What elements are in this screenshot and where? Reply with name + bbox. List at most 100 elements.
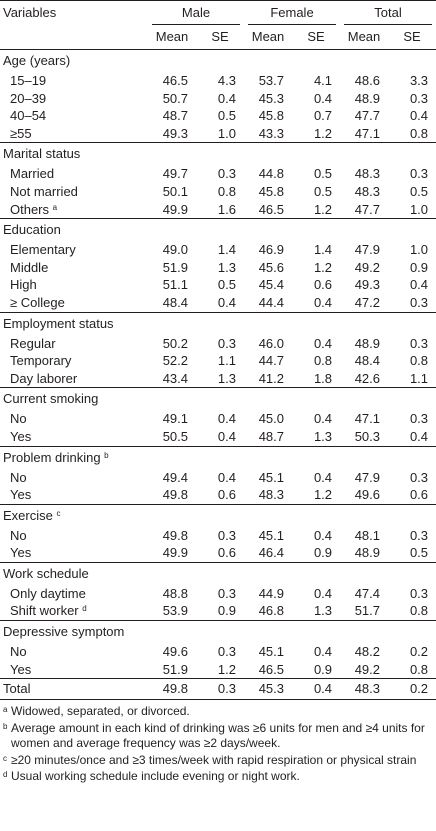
female-mean-cell: 45.0 — [258, 411, 284, 427]
male-mean-cell: 53.9 — [162, 603, 188, 619]
table-body: Age (years) 15–19 46.5 4.3 53.7 4.1 48.6 3.3 20–… — [0, 50, 436, 679]
male-se-cell: 4.3 — [217, 73, 236, 88]
female-se-cell: 1.3 — [313, 428, 333, 444]
female-se-cell: 0.4 — [313, 294, 333, 310]
total-mean-cell: 48.9 — [354, 545, 381, 561]
female-se-cell: 0.6 — [313, 277, 333, 293]
total-se-cell: 0.8 — [409, 603, 429, 619]
row-label: ≥55 — [10, 125, 32, 141]
male-mean-cell: 49.8 — [162, 487, 188, 503]
total-se-cell: 0.2 — [409, 644, 429, 660]
female-mean-cell: 45.1 — [258, 469, 284, 485]
female-se-cell: 0.9 — [313, 661, 333, 677]
female-se-cell: 0.5 — [313, 166, 333, 182]
total-se-cell: 0.3 — [409, 585, 429, 601]
male-se-header: SE — [196, 25, 244, 50]
row-label: Day laborer — [10, 370, 78, 386]
total-total-se: 0.2 — [388, 678, 436, 701]
row-label: Married — [10, 166, 55, 182]
female-mean-cell: 44.7 — [258, 353, 284, 369]
female-mean-cell: 53.7 — [258, 73, 284, 88]
table-row: Not married 50.1 0.8 45.8 0.5 48.3 0.5 — [0, 183, 436, 201]
row-label: No — [10, 469, 27, 485]
section-title: Current smoking — [0, 387, 436, 411]
total-se-cell: 0.4 — [409, 277, 429, 293]
total-male-se: 0.3 — [196, 678, 244, 701]
male-mean-cell: 51.9 — [162, 661, 188, 677]
section-title: Depressive symptom — [0, 620, 436, 644]
row-label: Yes — [10, 545, 32, 561]
section-title: Problem drinking b — [0, 445, 436, 469]
total-label: Total — [0, 678, 148, 701]
total-mean-cell: 47.7 — [354, 201, 381, 217]
female-mean-cell: 45.1 — [258, 527, 284, 543]
row-label: No — [10, 644, 27, 660]
female-se-cell: 0.4 — [313, 90, 333, 106]
total-se-header: SE — [388, 25, 436, 50]
male-mean-cell: 48.4 — [162, 294, 188, 310]
female-mean-cell: 45.6 — [258, 259, 284, 275]
total-row: Total 49.8 0.3 45.3 0.4 48.3 0.2 — [0, 678, 436, 701]
total-mean-cell: 48.9 — [354, 90, 381, 106]
section-header-row: Education — [0, 218, 436, 242]
total-se-cell: 0.8 — [409, 125, 429, 141]
total-se-cell: 1.1 — [409, 370, 429, 386]
total-mean-cell: 49.3 — [354, 277, 381, 293]
total-mean-cell: 47.1 — [354, 411, 381, 427]
section-header-row: Exercise c — [0, 503, 436, 527]
footnote: a Widowed, separated, or divorced. — [3, 704, 433, 720]
footnotes: a Widowed, separated, or divorced. b Averag… — [3, 704, 433, 786]
female-se-cell: 0.5 — [313, 183, 333, 199]
total-mean-cell: 47.9 — [354, 469, 381, 485]
section-title: Marital status — [0, 142, 436, 166]
female-se-header: SE — [292, 25, 341, 50]
row-label: Elementary — [10, 242, 76, 258]
table-row: Yes 50.5 0.4 48.7 1.3 50.3 0.4 — [0, 428, 436, 446]
male-mean-cell: 49.3 — [162, 125, 188, 141]
female-mean-cell: 41.2 — [258, 370, 284, 386]
section-header-row: Work schedule — [0, 561, 436, 585]
row-label: Regular — [10, 335, 56, 351]
section-title: Education — [0, 218, 436, 242]
male-mean-cell: 49.9 — [162, 545, 188, 561]
male-mean-cell: 50.1 — [162, 183, 188, 199]
table-row: Elementary 49.0 1.4 46.9 1.4 47.9 1.0 — [0, 241, 436, 259]
total-mean-cell: 49.6 — [354, 487, 381, 503]
section-header-row: Depressive symptom — [0, 620, 436, 644]
male-mean-cell: 49.9 — [162, 201, 188, 217]
row-label: No — [10, 411, 27, 427]
total-se-cell: 0.3 — [409, 166, 429, 182]
male-mean-cell: 49.7 — [162, 166, 188, 182]
footnote-mark: a — [3, 705, 8, 714]
male-mean-cell: 49.6 — [162, 644, 188, 660]
female-se-cell: 0.4 — [313, 585, 333, 601]
female-se-cell: 0.9 — [313, 545, 333, 561]
female-se-cell: 0.8 — [313, 353, 333, 369]
female-mean-cell: 45.8 — [258, 108, 284, 124]
total-mean-cell: 49.2 — [354, 661, 381, 677]
footnote-text: Widowed, separated, or divorced. — [11, 704, 190, 718]
male-mean-cell: 48.8 — [162, 585, 188, 601]
total-se-cell: 0.5 — [409, 183, 429, 199]
male-se-cell: 0.5 — [217, 108, 236, 124]
footnote-text: Average amount in each kind of drinking … — [11, 720, 425, 751]
male-mean-cell: 43.4 — [162, 370, 188, 386]
row-label: Yes — [10, 661, 32, 677]
table-row: Married 49.7 0.3 44.8 0.5 48.3 0.3 — [0, 165, 436, 183]
row-label: 40–54 — [10, 108, 47, 124]
total-mean-cell: 47.4 — [354, 585, 381, 601]
male-se-cell: 1.1 — [217, 353, 236, 369]
male-se-cell: 1.6 — [217, 201, 236, 217]
footnote-text: ≥20 minutes/once and ≥3 times/week with … — [11, 752, 417, 767]
male-mean-header: Mean — [148, 25, 196, 50]
footnote-mark: d — [3, 770, 8, 779]
female-se-cell: 1.2 — [313, 201, 333, 217]
female-mean-cell: 46.5 — [258, 661, 284, 677]
total-mean-cell: 48.1 — [354, 527, 381, 543]
section-title: Exercise c — [0, 503, 436, 527]
total-male-mean: 49.8 — [148, 678, 196, 701]
table-row: ≥ College 48.4 0.4 44.4 0.4 47.2 0.3 — [0, 294, 436, 312]
total-se-cell: 0.3 — [409, 90, 429, 106]
table-row: Yes 51.9 1.2 46.5 0.9 49.2 0.8 — [0, 661, 436, 679]
total-se-cell: 0.3 — [409, 335, 429, 351]
